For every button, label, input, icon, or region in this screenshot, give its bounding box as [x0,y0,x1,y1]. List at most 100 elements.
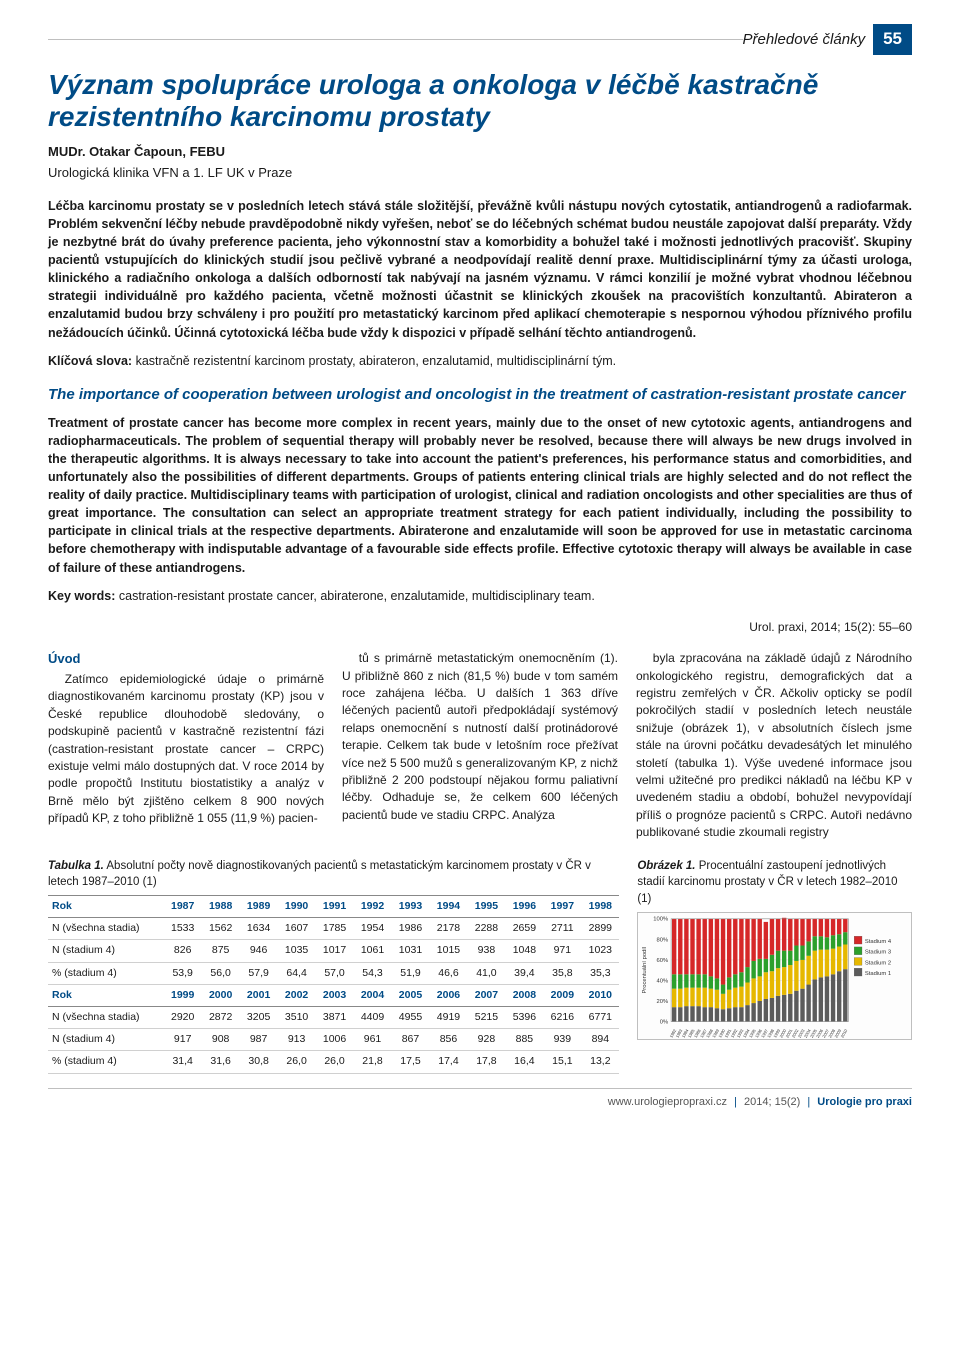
table-block: Tabulka 1. Absolutní počty nově diagnost… [48,848,619,1074]
figure-caption-label: Obrázek 1. [637,860,695,872]
table-cell: 64,4 [278,962,316,984]
bar-s3 [678,974,682,988]
table-cell: 1990 [278,895,316,917]
table-cell: 1987 [164,895,202,917]
bar-s4 [819,918,823,935]
table-cell: 2009 [543,984,581,1006]
footer-sep-1: | [730,1096,741,1108]
table-cell: 39,4 [505,962,543,984]
bar-s3 [697,974,701,987]
table-cell: 4409 [354,1006,392,1028]
table-cell: 46,6 [429,962,467,984]
table-cell: 2178 [429,918,467,940]
bar-s1 [691,1006,695,1021]
table-cell: 51,9 [392,962,430,984]
bar-s1 [776,995,780,1021]
bar-s4 [801,918,805,945]
abstract-cz: Léčba karcinomu prostaty se v posledních… [48,197,912,342]
bar-s4 [758,918,762,958]
keywords-cz-label: Klíčová slova: [48,354,132,368]
bar-s3 [764,958,768,971]
footer-journal: Urologie pro praxi [817,1096,912,1108]
bar-s2 [788,965,792,994]
bar-s2 [697,987,701,1005]
svg-text:100%: 100% [654,916,669,922]
bar-s2 [721,993,725,1008]
table-cell: 1607 [278,918,316,940]
bar-s2 [782,967,786,995]
bar-s4 [837,918,841,933]
bar-s2 [801,959,805,988]
bar-s3 [703,974,707,987]
bar-s2 [831,948,835,974]
table-cell: 2004 [354,984,392,1006]
bar-s3 [746,967,750,982]
bar-s2 [703,987,707,1007]
bar-s3 [782,950,786,966]
footer-sep-2: | [803,1096,814,1108]
bar-s1 [727,1008,731,1021]
bar-s1 [831,974,835,1021]
table-cell: 15,1 [543,1051,581,1073]
table-cell: 13,2 [581,1051,619,1073]
table-cell: 2000 [202,984,240,1006]
table-cell: 1035 [278,940,316,962]
bar-s4 [764,921,768,958]
table-cell: 1993 [392,895,430,917]
table-cell: 908 [202,1029,240,1051]
table-caption: Tabulka 1. Absolutní počty nově diagnost… [48,858,619,891]
table-cell: 31,6 [202,1051,240,1073]
table-cell: 41,0 [467,962,505,984]
table-cell: 946 [240,940,278,962]
table-row-label: % (stadium 4) [48,1051,164,1073]
bar-s2 [813,950,817,979]
keywords-en-label: Key words: [48,589,115,603]
bar-s1 [746,1005,750,1021]
table-cell: 939 [543,1029,581,1051]
bar-s1 [843,969,847,1021]
footer-url: www.urologiepropraxi.cz [608,1096,727,1108]
bar-s3 [740,972,744,986]
bar-s2 [776,968,780,996]
header-rule: Přehledové články 55 [48,24,912,55]
bar-s2 [715,989,719,1007]
table-cell: 4919 [429,1006,467,1028]
table-cell: 885 [505,1029,543,1051]
bar-s3 [752,960,756,977]
table-cell: 54,3 [354,962,392,984]
bar-s2 [709,988,713,1006]
table-cell: 867 [392,1029,430,1051]
table-cell: 2007 [467,984,505,1006]
table-cell: 17,4 [429,1051,467,1073]
table-caption-label: Tabulka 1. [48,860,104,872]
table-cell: 1997 [543,895,581,917]
bar-s1 [825,976,829,1021]
table-cell: 31,4 [164,1051,202,1073]
bar-s3 [715,978,719,989]
table-cell: 1031 [392,940,430,962]
citation: Urol. praxi, 2014; 15(2): 55–60 [48,619,912,636]
table-cell: 1562 [202,918,240,940]
table-cell: 1023 [581,940,619,962]
keywords-en-text: castration-resistant prostate cancer, ab… [119,589,595,603]
bar-s4 [709,918,713,976]
table-cell: 57,9 [240,962,278,984]
bar-s1 [697,1006,701,1021]
table-cell: 1017 [316,940,354,962]
bar-s1 [764,998,768,1021]
bar-s4 [678,918,682,973]
bar-s3 [819,936,823,949]
table-cell: 856 [429,1029,467,1051]
bar-s1 [770,997,774,1021]
table-row-label: N (stadium 4) [48,1029,164,1051]
bar-s3 [795,945,799,960]
table-cell: 2010 [581,984,619,1006]
table-row-label: Rok [48,895,164,917]
section-category: Přehledové články [743,29,868,51]
table-cell: 2005 [392,984,430,1006]
bar-s1 [807,984,811,1021]
abstract-en: Treatment of prostate cancer has become … [48,414,912,577]
bar-s3 [788,950,792,964]
bar-s2 [691,987,695,1005]
bar-s1 [801,988,805,1021]
